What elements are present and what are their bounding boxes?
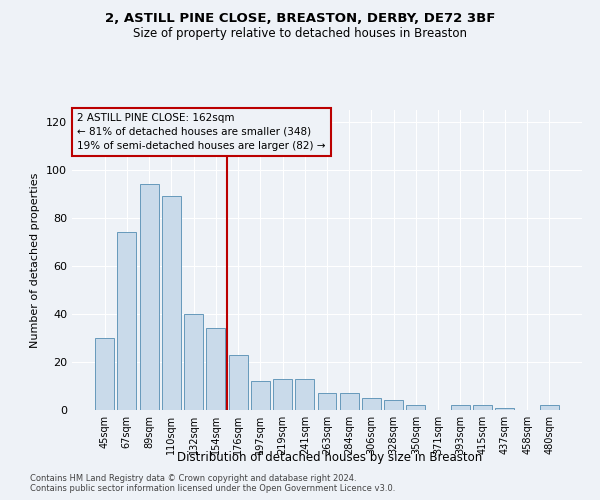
Bar [340,393,359,410]
Text: Contains HM Land Registry data © Crown copyright and database right 2024.: Contains HM Land Registry data © Crown c… [30,474,356,483]
Bar [473,405,492,410]
Bar [162,196,181,410]
Bar [540,405,559,410]
Bar [384,400,403,410]
Bar [362,398,381,410]
Text: 2 ASTILL PINE CLOSE: 162sqm
← 81% of detached houses are smaller (348)
19% of se: 2 ASTILL PINE CLOSE: 162sqm ← 81% of det… [77,113,326,151]
Bar [184,314,203,410]
Bar [295,379,314,410]
Text: Contains public sector information licensed under the Open Government Licence v3: Contains public sector information licen… [30,484,395,493]
Bar [406,405,425,410]
Text: Size of property relative to detached houses in Breaston: Size of property relative to detached ho… [133,28,467,40]
Bar [496,408,514,410]
Bar [273,379,292,410]
Bar [95,338,114,410]
Bar [118,232,136,410]
Y-axis label: Number of detached properties: Number of detached properties [31,172,40,348]
Bar [251,381,270,410]
Text: Distribution of detached houses by size in Breaston: Distribution of detached houses by size … [178,451,482,464]
Bar [140,184,158,410]
Bar [206,328,225,410]
Bar [229,355,248,410]
Bar [451,405,470,410]
Text: 2, ASTILL PINE CLOSE, BREASTON, DERBY, DE72 3BF: 2, ASTILL PINE CLOSE, BREASTON, DERBY, D… [105,12,495,26]
Bar [317,393,337,410]
